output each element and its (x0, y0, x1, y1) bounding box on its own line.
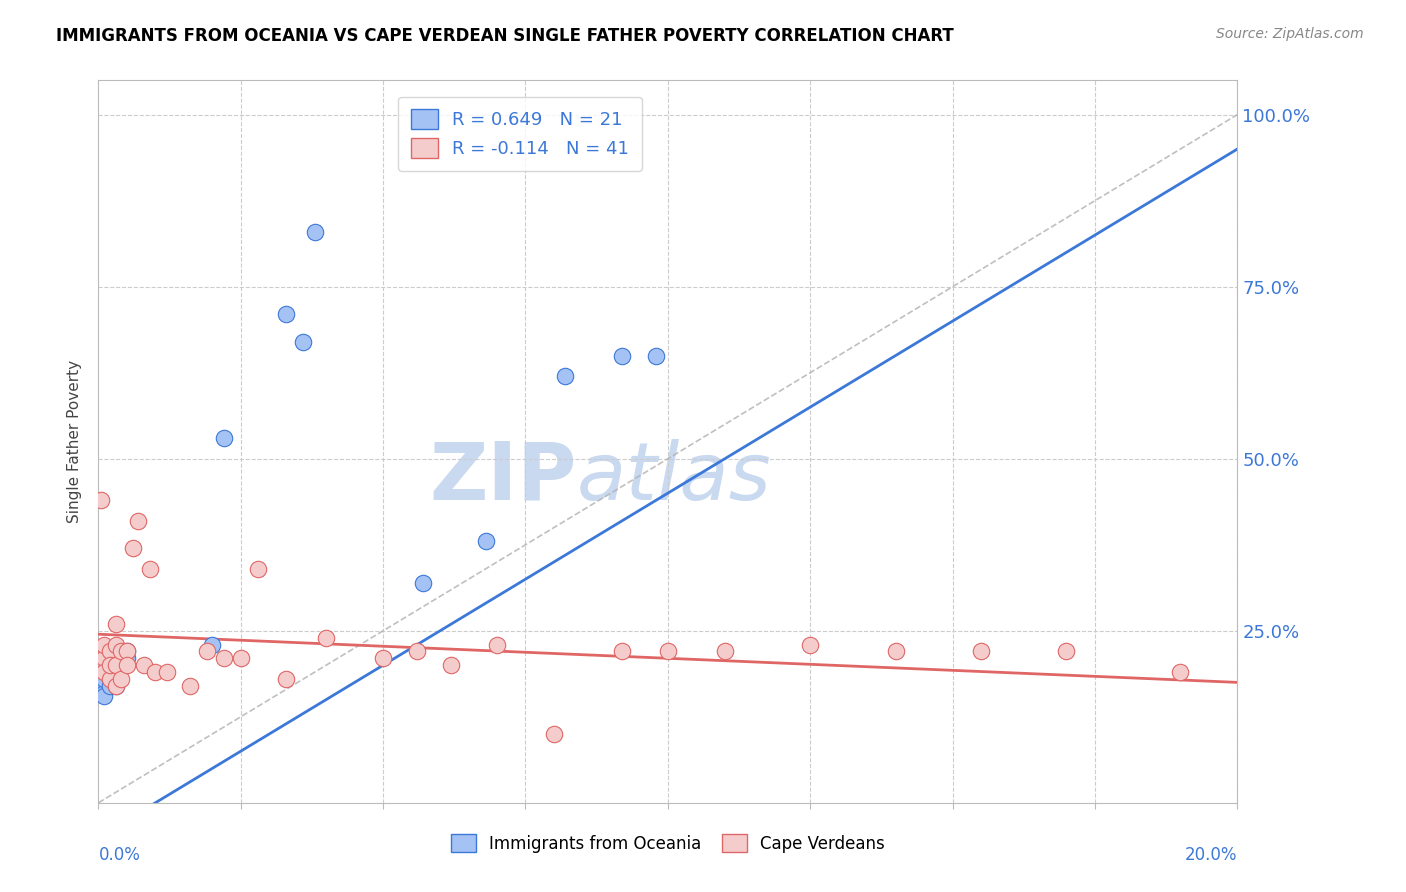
Point (90, 679, 112, 693)
Point (229, 651, 252, 665)
Point (115, 658, 138, 673)
Point (121, 541, 143, 556)
Text: atlas: atlas (576, 439, 772, 516)
Point (373, 651, 395, 665)
Point (138, 562, 160, 576)
Point (612, 349, 634, 363)
Point (115, 644, 138, 658)
Y-axis label: Single Father Poverty: Single Father Poverty (67, 360, 83, 523)
Point (440, 658, 463, 673)
Point (98, 658, 121, 673)
Point (93, 665, 115, 679)
Point (1056, 644, 1078, 658)
Point (543, 727, 565, 741)
Point (657, 644, 679, 658)
Point (98, 644, 121, 658)
Point (104, 658, 127, 673)
Point (970, 644, 993, 658)
Point (612, 644, 634, 658)
Point (127, 514, 149, 528)
Point (93, 672, 115, 686)
Point (132, 658, 155, 673)
Point (110, 672, 132, 686)
Text: ZIP: ZIP (429, 439, 576, 516)
Point (276, 307, 298, 321)
Point (486, 638, 509, 652)
Point (1170, 665, 1192, 679)
Point (93, 638, 115, 652)
Point (115, 651, 138, 665)
Point (104, 679, 127, 693)
Point (474, 534, 496, 549)
Point (276, 672, 298, 686)
Text: Source: ZipAtlas.com: Source: ZipAtlas.com (1216, 27, 1364, 41)
Text: 20.0%: 20.0% (1185, 847, 1237, 864)
Point (412, 575, 434, 590)
Point (110, 644, 132, 658)
Point (93, 651, 115, 665)
Point (104, 679, 127, 693)
Point (292, 334, 315, 349)
Point (110, 658, 132, 673)
Point (98, 672, 121, 686)
Point (115, 644, 138, 658)
Point (554, 369, 576, 384)
Text: 0.0%: 0.0% (98, 847, 141, 864)
Point (93, 686, 115, 700)
Point (156, 665, 179, 679)
Point (212, 651, 235, 665)
Point (246, 562, 269, 576)
Point (98, 672, 121, 686)
Point (884, 644, 907, 658)
Point (104, 665, 127, 679)
Legend: Immigrants from Oceania, Cape Verdeans: Immigrants from Oceania, Cape Verdeans (444, 828, 891, 860)
Point (179, 679, 201, 693)
Point (304, 225, 326, 239)
Point (90, 493, 112, 508)
Point (98, 679, 121, 693)
Text: IMMIGRANTS FROM OCEANIA VS CAPE VERDEAN SINGLE FATHER POVERTY CORRELATION CHART: IMMIGRANTS FROM OCEANIA VS CAPE VERDEAN … (56, 27, 955, 45)
Point (93, 689, 115, 703)
Point (212, 431, 235, 445)
Point (104, 638, 127, 652)
Point (104, 616, 127, 631)
Point (315, 631, 337, 645)
Point (145, 665, 167, 679)
Point (799, 638, 821, 652)
Point (406, 644, 429, 658)
Point (195, 644, 218, 658)
Point (201, 638, 224, 652)
Point (714, 644, 737, 658)
Point (645, 349, 668, 363)
